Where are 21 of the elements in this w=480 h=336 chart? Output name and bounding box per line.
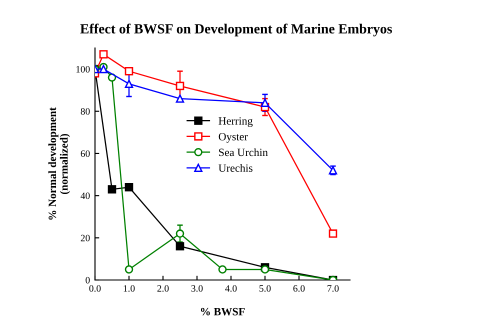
legend-label: Urechis bbox=[218, 164, 252, 172]
x-tick-label: 7.0 bbox=[328, 285, 339, 292]
x-tick-label: 4.0 bbox=[225, 285, 237, 292]
y-tick-label: 60 bbox=[80, 150, 90, 157]
x-axis-title: % BWSF bbox=[200, 308, 245, 316]
legend-label: Herring bbox=[218, 117, 253, 127]
y-tick-label: 20 bbox=[80, 234, 90, 242]
x-tick-label: 2.0 bbox=[157, 285, 169, 292]
x-tick-label: 1.0 bbox=[124, 285, 135, 292]
legend-label: Oyster bbox=[218, 132, 248, 143]
y-tick-label: 80 bbox=[80, 108, 90, 115]
y-axis-title: % Normal development (normalized) bbox=[48, 107, 70, 220]
y-tick-label: 100 bbox=[76, 66, 90, 73]
x-tick-label: 6.0 bbox=[293, 285, 305, 292]
x-tick-label: 5.0 bbox=[259, 285, 271, 292]
chart-title: Effect of BWSF on Development of Marine Embryos bbox=[80, 24, 392, 36]
x-tick-label: 3.0 bbox=[191, 285, 203, 292]
y-tick-label: 40 bbox=[80, 192, 90, 200]
x-tick-label: 0.0 bbox=[89, 285, 101, 292]
legend-label: Sea Urchin bbox=[219, 148, 268, 156]
y-tick-label: 0 bbox=[86, 276, 90, 284]
